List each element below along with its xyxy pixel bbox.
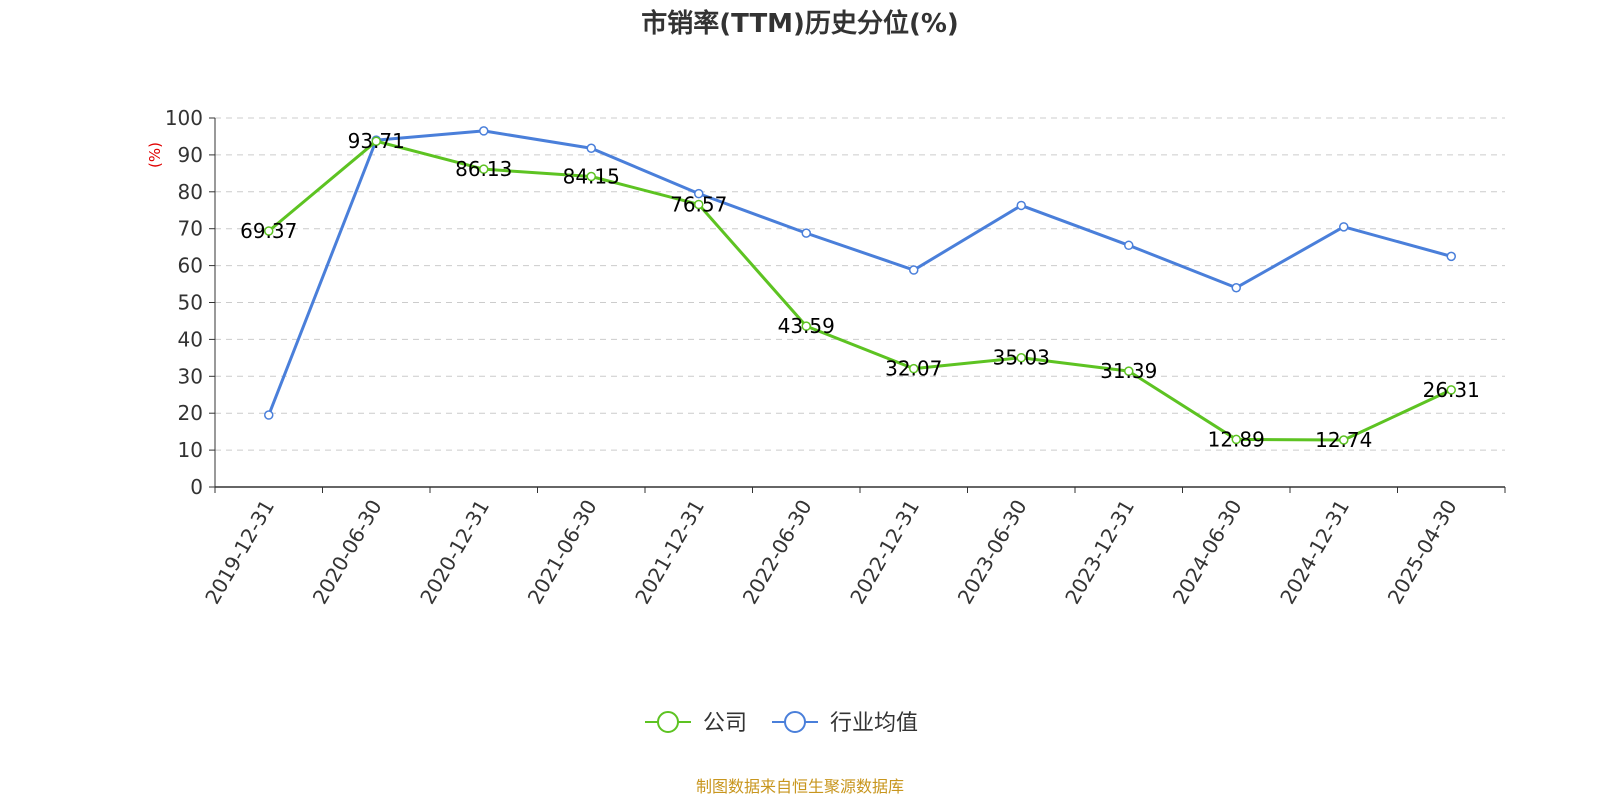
source-note: 制图数据来自恒生聚源数据库 [696,777,904,796]
legend-label: 行业均值 [830,711,918,736]
x-tick-label: 2020-06-30 [308,496,387,609]
y-tick-label: 10 [178,438,203,462]
data-label: 12.89 [1208,427,1265,451]
series-line [267,139,1452,442]
data-label: 76.57 [670,192,727,216]
series-line [267,129,1452,416]
data-point[interactable] [694,199,704,210]
y-tick-label: 70 [178,217,203,241]
data-label: 32.07 [885,357,942,381]
gridlines [215,117,1505,451]
x-tick-label: 2021-06-30 [523,496,602,609]
legend-item-1[interactable]: 行业均值 [772,711,918,736]
y-tick-label: 60 [178,254,203,278]
data-point[interactable] [1016,352,1026,363]
data-label: 12.74 [1315,428,1372,452]
data-point[interactable] [586,143,596,154]
data-point[interactable] [1339,222,1349,232]
legend-label: 公司 [703,711,747,736]
data-point[interactable] [479,126,489,136]
data-label: 84.15 [563,164,620,188]
y-tick-label: 100 [165,106,203,130]
y-tick-label: 0 [190,475,203,499]
x-tick-label: 2022-12-31 [845,496,924,609]
data-label: 86.13 [455,157,512,181]
data-point[interactable] [264,410,274,420]
data-point[interactable] [264,226,274,236]
y-tick-label: 50 [178,291,203,315]
data-point[interactable] [1124,366,1134,376]
x-tick-label: 2023-12-31 [1060,496,1139,609]
x-tick-label: 2021-12-31 [630,496,709,609]
data-point[interactable] [909,363,919,374]
x-tick-label: 2023-06-30 [953,496,1032,609]
data-point[interactable] [694,188,704,199]
x-tick-label: 2024-06-30 [1168,496,1247,609]
data-label: 69.37 [240,219,297,243]
data-point[interactable] [801,228,811,238]
series-1 [264,126,1456,420]
data-label: 93.71 [348,129,405,153]
chart-title: 市销率(TTM)历史分位(%) [641,8,959,39]
x-tick-label: 2020-12-31 [415,496,494,609]
data-point[interactable] [479,164,489,174]
y-tick-label: 40 [178,327,203,351]
data-point[interactable] [909,265,919,275]
data-point[interactable] [1231,282,1241,293]
y-tick-label: 90 [178,143,203,167]
y-tick-label: 80 [178,180,203,204]
x-tick-label: 2024-12-31 [1275,496,1354,609]
legend[interactable]: 公司 行业均值 [645,711,918,736]
legend-circle-icon [784,711,806,733]
data-label: 35.03 [993,346,1050,370]
data-point[interactable] [1124,240,1134,251]
data-point[interactable] [1446,385,1456,395]
data-point[interactable] [1339,435,1349,445]
x-tick-label: 2025-04-30 [1383,496,1462,609]
y-axis-unit: (%) [146,142,164,168]
data-point[interactable] [1016,200,1026,211]
legend-item-0[interactable]: 公司 [645,711,747,736]
y-tick-label: 20 [178,401,203,425]
data-point[interactable] [801,321,811,331]
y-tick-label: 30 [178,364,203,388]
data-point[interactable] [1231,434,1241,445]
axes: 0 10 20 30 40 50 60 70 80 90 100 2019-12-31 2020-06-… [165,106,1506,609]
data-point[interactable] [586,171,596,182]
data-labels: 69.37 93.71 86.13 84.15 76.57 43.59 32.07 35.03… [240,129,1480,452]
x-tick-label: 2019-12-31 [200,496,279,609]
data-label: 26.31 [1423,378,1480,402]
series-0 [264,136,1456,445]
series-lines [264,126,1456,445]
data-point[interactable] [1446,251,1456,262]
x-tick-label: 2022-06-30 [738,496,817,609]
data-point[interactable] [371,136,381,146]
data-label: 31.39 [1100,359,1157,383]
legend-circle-icon [657,711,679,733]
data-label: 43.59 [778,314,835,338]
